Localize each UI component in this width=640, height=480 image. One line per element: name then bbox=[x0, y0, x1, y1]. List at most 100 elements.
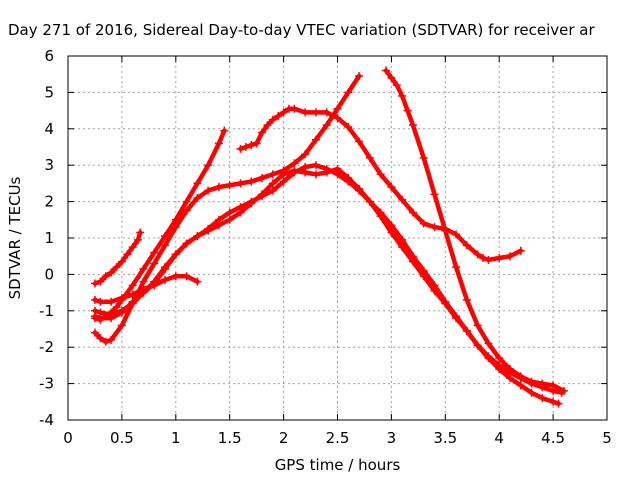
data-point bbox=[247, 177, 256, 186]
data-point bbox=[452, 314, 461, 323]
data-point bbox=[139, 277, 148, 286]
data-point bbox=[549, 397, 558, 406]
data-point bbox=[473, 341, 482, 350]
x-tick-label: 4.5 bbox=[541, 429, 565, 447]
data-point bbox=[107, 297, 116, 306]
data-point bbox=[96, 308, 105, 317]
x-axis-label: GPS time / hours bbox=[275, 456, 401, 474]
data-point bbox=[279, 108, 288, 117]
data-point bbox=[311, 161, 320, 170]
data-point bbox=[333, 104, 342, 113]
data-point bbox=[182, 239, 191, 248]
data-point bbox=[96, 277, 105, 286]
data-point bbox=[117, 294, 126, 303]
data-point bbox=[258, 128, 267, 137]
y-tick-label: -4 bbox=[39, 411, 54, 429]
x-tick-label: 0.5 bbox=[110, 429, 134, 447]
series-arc-1 bbox=[90, 228, 145, 288]
data-point bbox=[505, 365, 514, 374]
series-line bbox=[92, 128, 227, 323]
data-point bbox=[204, 161, 213, 170]
series-group bbox=[90, 66, 568, 408]
data-point bbox=[505, 374, 514, 383]
data-point bbox=[365, 153, 374, 162]
data-point bbox=[408, 257, 417, 266]
data-point bbox=[236, 208, 245, 217]
data-point bbox=[495, 365, 504, 374]
data-point bbox=[484, 339, 493, 348]
data-point bbox=[484, 255, 493, 264]
y-tick-label: 4 bbox=[44, 120, 54, 138]
data-point bbox=[193, 277, 202, 286]
data-point bbox=[408, 208, 417, 217]
x-tick-label: 4 bbox=[494, 429, 504, 447]
data-point bbox=[387, 73, 396, 82]
data-point bbox=[193, 179, 202, 188]
chart-title: Day 271 of 2016, Sidereal Day-to-day VTE… bbox=[8, 21, 595, 39]
data-point bbox=[430, 286, 439, 295]
data-point bbox=[479, 254, 488, 263]
data-point bbox=[322, 168, 331, 177]
data-point bbox=[112, 263, 121, 272]
data-point bbox=[128, 290, 137, 299]
data-point bbox=[258, 190, 267, 199]
data-point bbox=[112, 303, 121, 312]
data-point bbox=[107, 335, 116, 344]
data-point bbox=[441, 226, 450, 235]
data-point bbox=[382, 66, 391, 75]
data-point bbox=[365, 197, 374, 206]
y-tick-label: -3 bbox=[39, 375, 54, 393]
data-point bbox=[128, 243, 137, 252]
data-point bbox=[462, 241, 471, 250]
x-tick-label: 3.5 bbox=[433, 429, 457, 447]
data-point bbox=[150, 279, 159, 288]
series-arc-6 bbox=[90, 164, 563, 408]
data-point bbox=[268, 186, 277, 195]
data-point bbox=[495, 354, 504, 363]
data-point bbox=[107, 268, 116, 277]
data-point bbox=[182, 272, 191, 281]
data-point bbox=[101, 337, 110, 346]
data-point bbox=[128, 299, 137, 308]
data-point bbox=[214, 183, 223, 192]
data-point bbox=[263, 121, 272, 130]
data-point bbox=[279, 177, 288, 186]
data-point bbox=[252, 139, 261, 148]
data-point bbox=[150, 259, 159, 268]
data-point bbox=[430, 223, 439, 232]
data-point bbox=[344, 122, 353, 131]
data-point bbox=[274, 112, 283, 121]
x-tick-label: 2 bbox=[279, 429, 289, 447]
data-point bbox=[225, 208, 234, 217]
x-tick-label: 0 bbox=[63, 429, 73, 447]
data-point bbox=[344, 173, 353, 182]
data-point bbox=[107, 310, 116, 319]
data-point bbox=[96, 334, 105, 343]
data-point bbox=[355, 184, 364, 193]
data-point bbox=[241, 143, 250, 151]
x-tick-label: 1.5 bbox=[218, 429, 242, 447]
data-point bbox=[301, 168, 310, 177]
data-point bbox=[90, 328, 99, 337]
data-point bbox=[333, 164, 342, 173]
data-point bbox=[473, 321, 482, 330]
data-point bbox=[136, 228, 145, 237]
series-line bbox=[383, 68, 567, 394]
data-point bbox=[214, 221, 223, 230]
data-point bbox=[355, 137, 364, 146]
data-point bbox=[117, 306, 126, 315]
data-point bbox=[236, 179, 245, 188]
data-point bbox=[301, 108, 310, 117]
data-point bbox=[495, 254, 504, 263]
data-point bbox=[268, 170, 277, 179]
data-point bbox=[117, 321, 126, 330]
data-point bbox=[247, 199, 256, 208]
y-tick-label: 1 bbox=[44, 229, 54, 247]
data-point bbox=[355, 72, 364, 81]
data-point bbox=[290, 104, 299, 113]
data-point bbox=[268, 115, 277, 124]
data-point bbox=[398, 243, 407, 252]
data-point bbox=[204, 186, 213, 195]
x-tick-label: 5 bbox=[602, 429, 612, 447]
data-point bbox=[311, 170, 320, 179]
